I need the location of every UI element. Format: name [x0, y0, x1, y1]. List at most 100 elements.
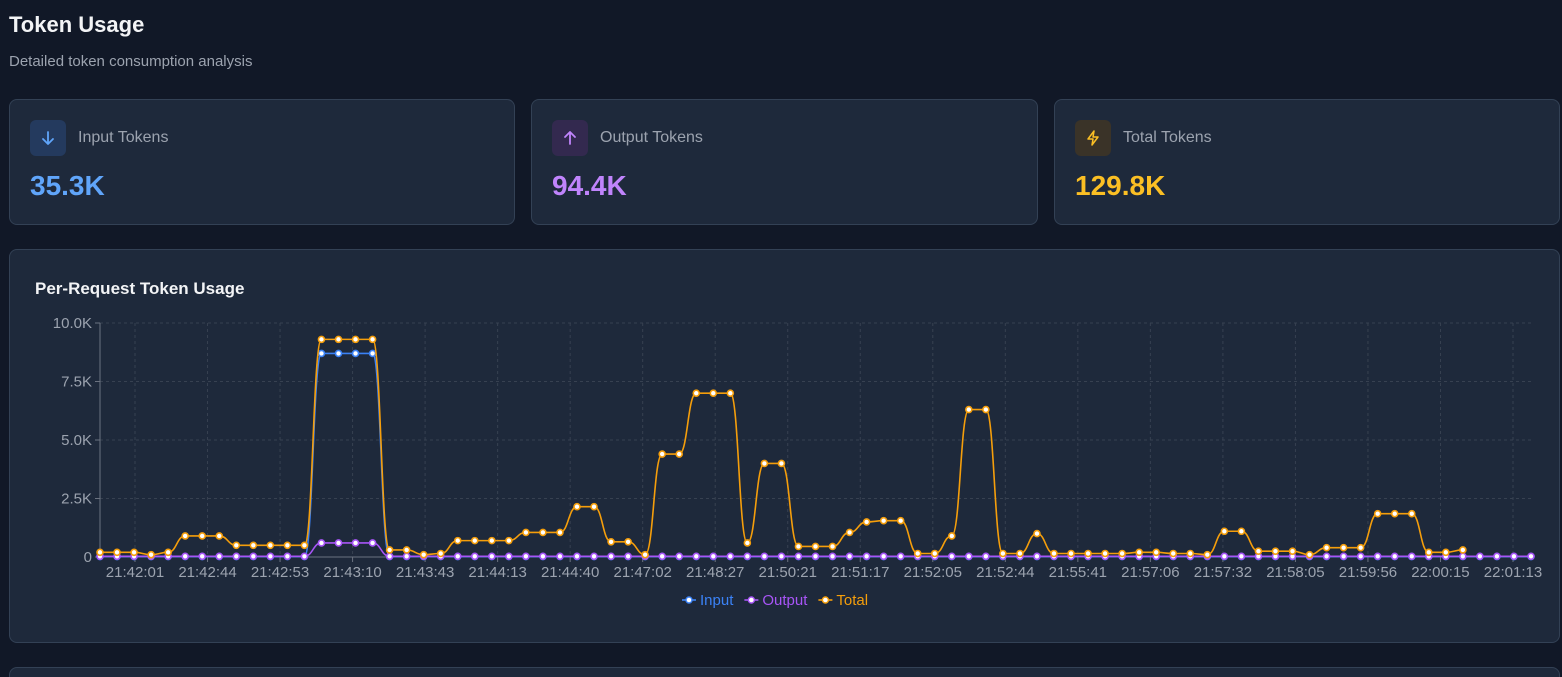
data-point[interactable]	[351, 349, 360, 358]
data-point[interactable]	[1033, 529, 1041, 538]
data-point[interactable]	[368, 539, 377, 547]
data-point[interactable]	[692, 552, 701, 561]
data-point[interactable]	[675, 552, 684, 561]
data-point[interactable]	[760, 459, 769, 468]
data-point[interactable]	[1407, 509, 1416, 518]
data-point[interactable]	[965, 552, 973, 561]
data-point[interactable]	[266, 552, 275, 561]
data-point[interactable]	[522, 528, 530, 537]
data-point[interactable]	[930, 549, 939, 558]
data-point[interactable]	[1459, 552, 1467, 561]
data-point[interactable]	[1271, 547, 1280, 555]
data-point[interactable]	[1067, 549, 1075, 558]
data-point[interactable]	[334, 335, 343, 344]
data-point[interactable]	[385, 552, 394, 561]
data-point[interactable]	[453, 552, 462, 561]
data-point[interactable]	[215, 552, 224, 561]
data-point[interactable]	[249, 552, 258, 561]
data-point[interactable]	[607, 552, 615, 561]
data-point[interactable]	[300, 552, 309, 561]
data-point[interactable]	[1356, 543, 1365, 552]
data-point[interactable]	[522, 552, 530, 561]
data-point[interactable]	[385, 546, 394, 554]
data-point[interactable]	[1152, 548, 1161, 557]
data-point[interactable]	[402, 552, 411, 561]
legend-item-total[interactable]: Total	[818, 592, 868, 609]
data-point[interactable]	[1322, 543, 1331, 552]
data-point[interactable]	[1373, 509, 1382, 518]
data-point[interactable]	[913, 549, 922, 558]
data-point[interactable]	[556, 552, 564, 561]
data-point[interactable]	[283, 552, 292, 561]
data-point[interactable]	[1527, 552, 1535, 561]
data-point[interactable]	[1356, 552, 1365, 561]
data-point[interactable]	[164, 548, 172, 557]
data-point[interactable]	[828, 542, 837, 551]
data-point[interactable]	[658, 450, 666, 458]
data-point[interactable]	[1016, 549, 1024, 558]
data-point[interactable]	[215, 532, 224, 540]
data-point[interactable]	[896, 552, 905, 561]
data-point[interactable]	[368, 349, 377, 358]
data-point[interactable]	[402, 546, 411, 554]
data-point[interactable]	[419, 550, 428, 559]
data-point[interactable]	[436, 549, 445, 558]
data-point[interactable]	[947, 532, 956, 540]
data-point[interactable]	[470, 536, 479, 545]
data-point[interactable]	[488, 552, 496, 561]
data-point[interactable]	[982, 405, 990, 414]
data-point[interactable]	[1186, 549, 1195, 558]
data-point[interactable]	[862, 552, 871, 561]
data-point[interactable]	[198, 532, 207, 540]
data-point[interactable]	[590, 552, 598, 561]
data-point[interactable]	[96, 548, 104, 557]
data-point[interactable]	[1169, 549, 1178, 558]
data-point[interactable]	[1373, 552, 1382, 561]
data-point[interactable]	[1033, 552, 1041, 561]
data-point[interactable]	[1424, 548, 1433, 557]
data-point[interactable]	[283, 541, 292, 550]
data-point[interactable]	[505, 552, 513, 561]
data-point[interactable]	[879, 516, 888, 525]
data-point[interactable]	[1305, 550, 1314, 559]
data-point[interactable]	[607, 537, 615, 546]
data-point[interactable]	[709, 552, 718, 561]
data-point[interactable]	[947, 552, 956, 561]
data-point[interactable]	[1442, 548, 1450, 557]
data-point[interactable]	[300, 541, 309, 550]
data-point[interactable]	[573, 502, 581, 511]
data-point[interactable]	[130, 548, 138, 557]
data-point[interactable]	[181, 532, 189, 540]
data-point[interactable]	[453, 536, 462, 545]
data-point[interactable]	[845, 552, 854, 561]
data-point[interactable]	[1390, 552, 1399, 561]
data-point[interactable]	[1390, 509, 1399, 518]
data-point[interactable]	[658, 552, 666, 561]
data-point[interactable]	[1135, 548, 1143, 557]
data-point[interactable]	[1220, 527, 1229, 536]
data-point[interactable]	[709, 389, 718, 397]
data-point[interactable]	[982, 552, 990, 561]
data-point[interactable]	[743, 539, 752, 547]
data-point[interactable]	[266, 541, 275, 550]
data-point[interactable]	[351, 539, 360, 547]
data-point[interactable]	[1254, 547, 1263, 555]
data-point[interactable]	[828, 552, 837, 561]
data-point[interactable]	[1339, 543, 1348, 552]
data-point[interactable]	[794, 552, 803, 561]
data-point[interactable]	[794, 542, 803, 551]
data-point[interactable]	[1476, 552, 1484, 561]
data-point[interactable]	[999, 549, 1007, 558]
data-point[interactable]	[1322, 552, 1331, 561]
data-point[interactable]	[675, 450, 684, 458]
data-point[interactable]	[726, 552, 735, 561]
data-point[interactable]	[317, 539, 326, 547]
data-point[interactable]	[505, 536, 513, 545]
data-point[interactable]	[334, 349, 343, 358]
data-point[interactable]	[862, 518, 871, 526]
data-point[interactable]	[317, 335, 326, 344]
data-point[interactable]	[777, 459, 786, 468]
legend-item-input[interactable]: Input	[682, 592, 734, 609]
data-point[interactable]	[692, 389, 701, 397]
data-point[interactable]	[249, 541, 258, 550]
